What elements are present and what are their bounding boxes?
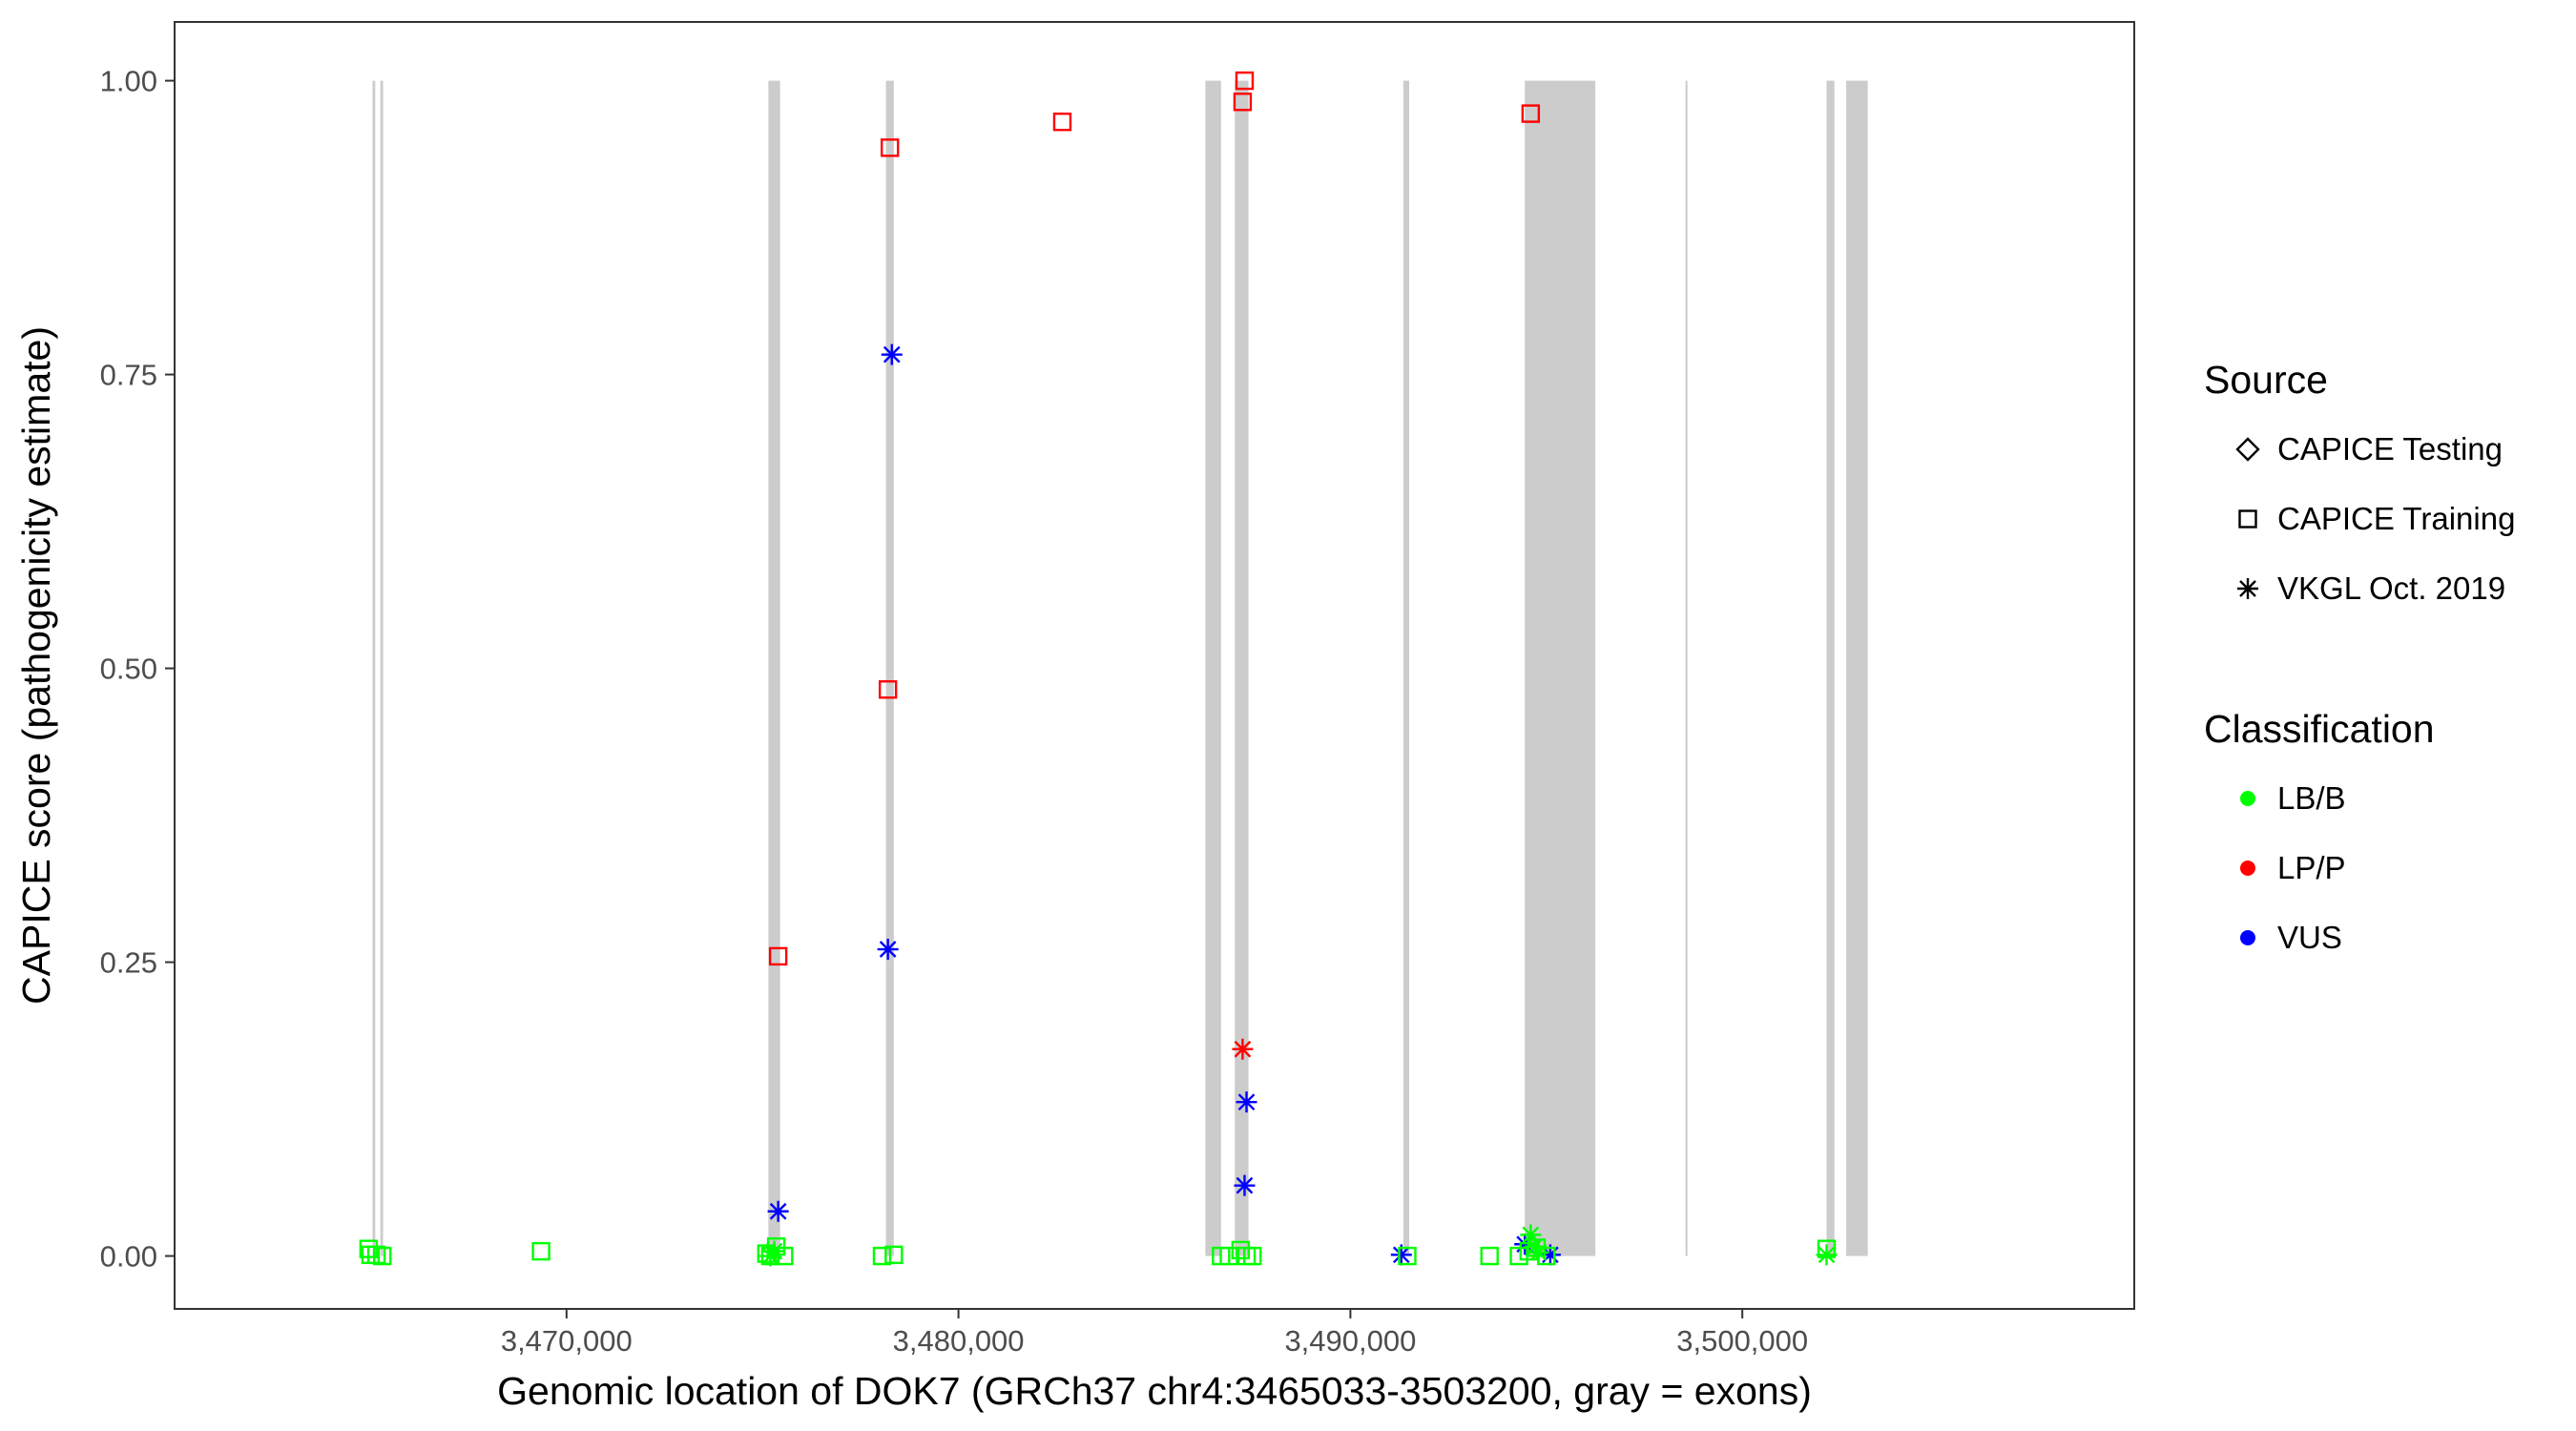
data-point [872,1246,892,1266]
exon-band [1846,80,1868,1256]
data-point [1816,1244,1838,1266]
legend-key [2238,509,2257,529]
data-point [1233,93,1253,112]
data-point [1390,1244,1412,1266]
exon-band [1685,80,1688,1256]
data-point [1231,1240,1251,1260]
y-tick-label: 0.50 [100,653,157,686]
exon-band [1402,80,1410,1256]
y-tick-label: 0.25 [100,946,157,980]
data-point [1509,1246,1528,1266]
x-tick-label: 3,470,000 [501,1324,633,1358]
x-tick-label: 3,490,000 [1284,1324,1416,1358]
exon-band [1235,80,1249,1256]
legend-key [2237,578,2258,599]
y-tick-label: 1.00 [100,65,157,98]
legend-label: CAPICE Training [2277,501,2515,536]
data-point [1219,1246,1238,1266]
data-point [1232,1038,1254,1060]
data-point [1480,1246,1499,1266]
data-point [767,1200,789,1222]
legend-label: VUS [2277,920,2342,955]
legend-label: VKGL Oct. 2019 [2277,570,2505,606]
legend-key [2240,791,2255,806]
exon-layer [372,80,1868,1256]
legend-key [2240,930,2255,945]
x-tick-label: 3,500,000 [1676,1324,1808,1358]
data-point [1521,104,1541,123]
y-axis: 0.00 0.25 0.50 0.75 1.00 [100,65,175,1274]
legend-title: Source [2204,358,2328,402]
data-point [1052,113,1072,132]
legend-label: LB/B [2277,780,2346,816]
x-tick-label: 3,480,000 [893,1324,1025,1358]
data-point [1242,1246,1262,1266]
exon-band [372,80,376,1256]
data-point [878,680,898,699]
data-point [1539,1244,1561,1266]
legend: Source CAPICE Testing CAPICE Training VKGL … [2204,358,2515,955]
exon-band [1525,80,1596,1256]
point-layer [359,71,1838,1267]
x-axis: 3,470,000 3,480,000 3,490,000 3,500,000 [501,1309,1808,1358]
data-point [881,138,900,157]
legend-title: Classification [2204,707,2435,751]
data-point [373,1246,392,1266]
data-point [881,343,903,365]
data-point [1234,1174,1256,1196]
legend-key [2240,861,2255,876]
data-point [1235,71,1255,91]
exon-band [1826,80,1835,1256]
y-tick-label: 0.75 [100,359,157,392]
data-point [877,939,899,961]
data-point [768,946,788,966]
data-point [1524,1235,1546,1257]
data-point [1398,1246,1417,1266]
exon-band [380,80,384,1256]
data-point [1236,1091,1257,1113]
data-point [884,1245,904,1265]
data-point [1527,1241,1549,1263]
exon-band [768,80,780,1256]
legend-label: LP/P [2277,850,2346,885]
exon-band [1205,80,1221,1256]
legend-key [2235,437,2260,462]
y-axis-label: CAPICE score (pathogenicity estimate) [14,326,58,1005]
legend-label: CAPICE Testing [2277,431,2503,467]
exon-band [885,80,894,1256]
data-point [366,1245,386,1265]
y-tick-label: 0.00 [100,1240,157,1274]
x-axis-label: Genomic location of DOK7 (GRCh37 chr4:34… [497,1369,1812,1413]
data-point [763,1240,785,1262]
panel-border [174,21,2135,1310]
data-point [1520,1224,1542,1246]
data-point [531,1241,551,1261]
